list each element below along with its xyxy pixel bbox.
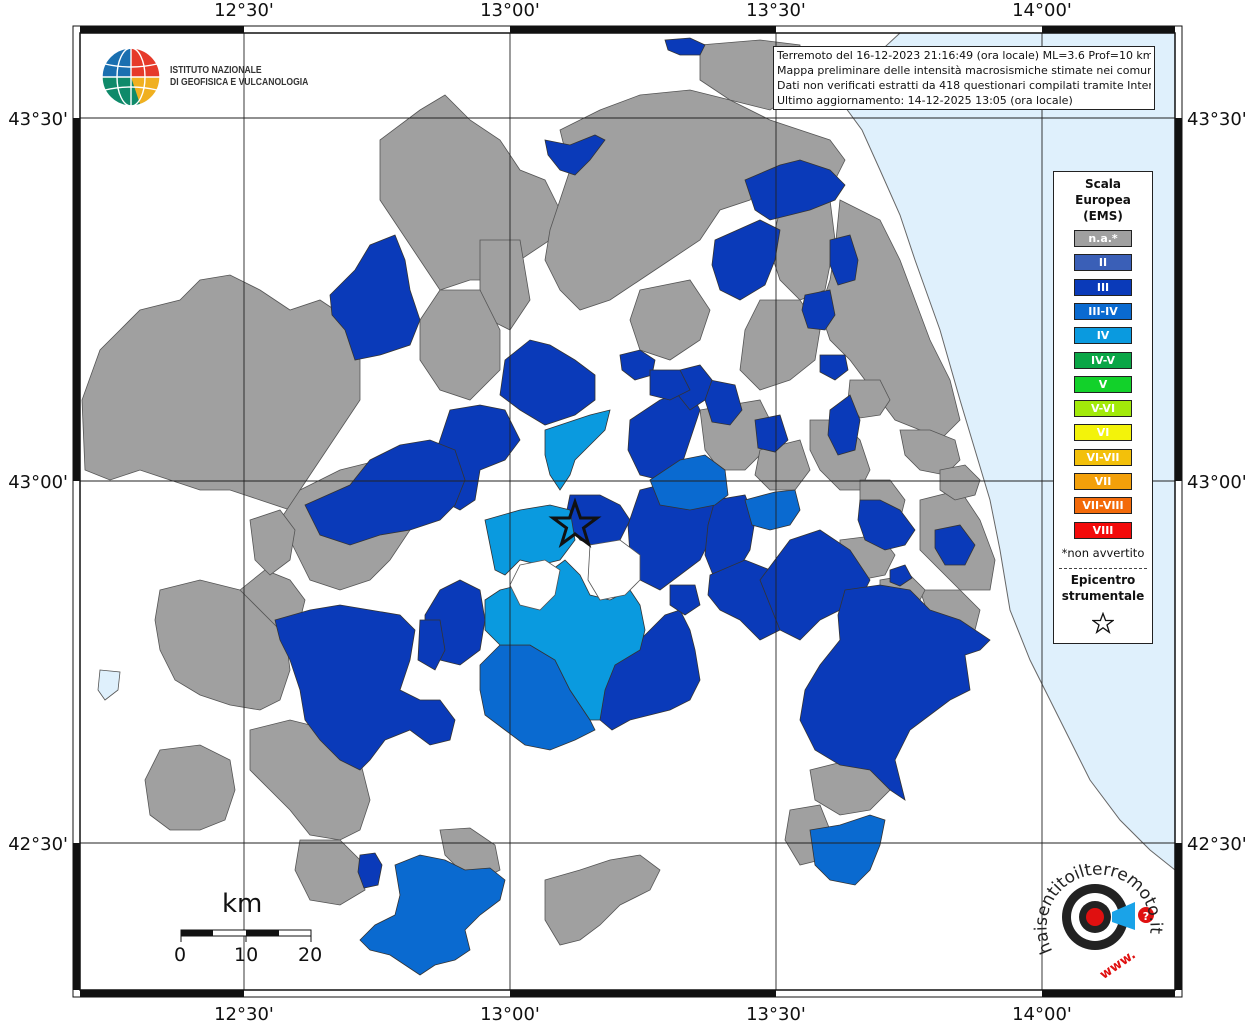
ingv-name-line1: ISTITUTO NAZIONALE [170,64,262,76]
lon-tick-top-4: 14°00' [1012,0,1072,21]
scale-label-0: 0 [174,944,187,966]
lon-tick-top-2: 13°00' [480,0,540,21]
legend-epicenter-line2: strumentale [1061,589,1145,603]
lon-tick-top-1: 12°30' [214,0,274,21]
scale-bar [180,929,312,942]
lat-tick-right-1: 43°30' [1187,109,1247,130]
lat-tick-right-2: 43°00' [1187,472,1247,493]
event-info-line3: Dati non verificati estratti da 418 ques… [777,79,1151,92]
legend-item-3: III-IV [1074,302,1132,320]
legend-title-line3: (EMS) [1083,209,1123,223]
event-info-line1: Terremoto del 16-12-2023 21:16:49 (ora l… [777,49,1151,62]
scale-label-20: 20 [298,944,323,966]
legend-item-10: VII [1074,473,1132,490]
municipalities-no-data [509,539,641,611]
legend-item-2: III [1074,278,1132,296]
legend-note: *non avvertito [1061,546,1145,560]
legend-item-5: IV-V [1074,351,1132,369]
lat-tick-left-1: 43°30' [8,109,68,130]
municipalities-iii-iv [359,454,886,976]
lon-tick-bottom-4: 14°00' [1012,1004,1072,1024]
scale-title: km [222,889,263,919]
lon-tick-bottom-2: 13°00' [480,1004,540,1024]
globe-icon [101,47,161,107]
scale-label-10: 10 [234,944,259,966]
legend-item-12: VIII [1074,521,1132,539]
lat-tick-left-3: 42°30' [8,834,68,855]
legend-item-1: II [1074,254,1132,272]
legend-epicenter-label: Epicentro strumentale [1054,572,1152,604]
legend-item-8: VI [1074,424,1132,442]
legend-separator [1059,568,1147,569]
ems-legend: Scala Europea (EMS) *non avvertito Epice… [1053,171,1153,644]
lat-tick-right-3: 42°30' [1187,834,1247,855]
ingv-name: ISTITUTO NAZIONALE DI GEOFISICA E VULCAN… [170,64,308,88]
event-info-line4: Ultimo aggiornamento: 14-12-2025 13:05 (… [777,94,1073,107]
legend-item-11: VII-VIII [1074,497,1132,515]
map-graticule [80,33,1175,990]
svg-text:?: ? [1143,910,1149,923]
legend-item-0: n.a.* [1074,230,1132,247]
municipalities-iii [274,37,991,889]
legend-item-9: VI-VII [1074,448,1132,466]
legend-item-4: IV [1074,327,1132,345]
event-info-box: Terremoto del 16-12-2023 21:16:49 (ora l… [773,46,1155,110]
lon-tick-bottom-3: 13°30' [746,1004,806,1024]
legend-title-line1: Scala [1084,177,1122,191]
lat-tick-left-2: 43°00' [8,472,68,493]
legend-item-6: V [1074,375,1132,393]
legend-epicenter-line1: Epicentro [1070,573,1136,587]
epicenter-star [548,497,602,548]
tick-labels: 12°30' 13°00' 13°30' 14°00' 12°30' 13°00… [8,0,1247,1024]
legend-star-icon [1092,612,1114,634]
ingv-logo: ISTITUTO NAZIONALE DI GEOFISICA E VULCAN… [100,46,320,110]
map-frame [72,25,1183,998]
lon-tick-top-3: 13°30' [746,0,806,21]
lon-tick-bottom-1: 12°30' [214,1004,274,1024]
municipalities-not-felt [81,39,996,946]
legend-item-7: V-VI [1074,400,1132,418]
legend-title-line2: Europea [1075,193,1131,207]
legend-title: Scala Europea (EMS) [1054,176,1152,224]
event-info-line2: Mappa preliminare delle intensità macros… [777,64,1151,77]
ingv-name-line2: DI GEOFISICA E VULCANOLOGIA [170,76,309,88]
